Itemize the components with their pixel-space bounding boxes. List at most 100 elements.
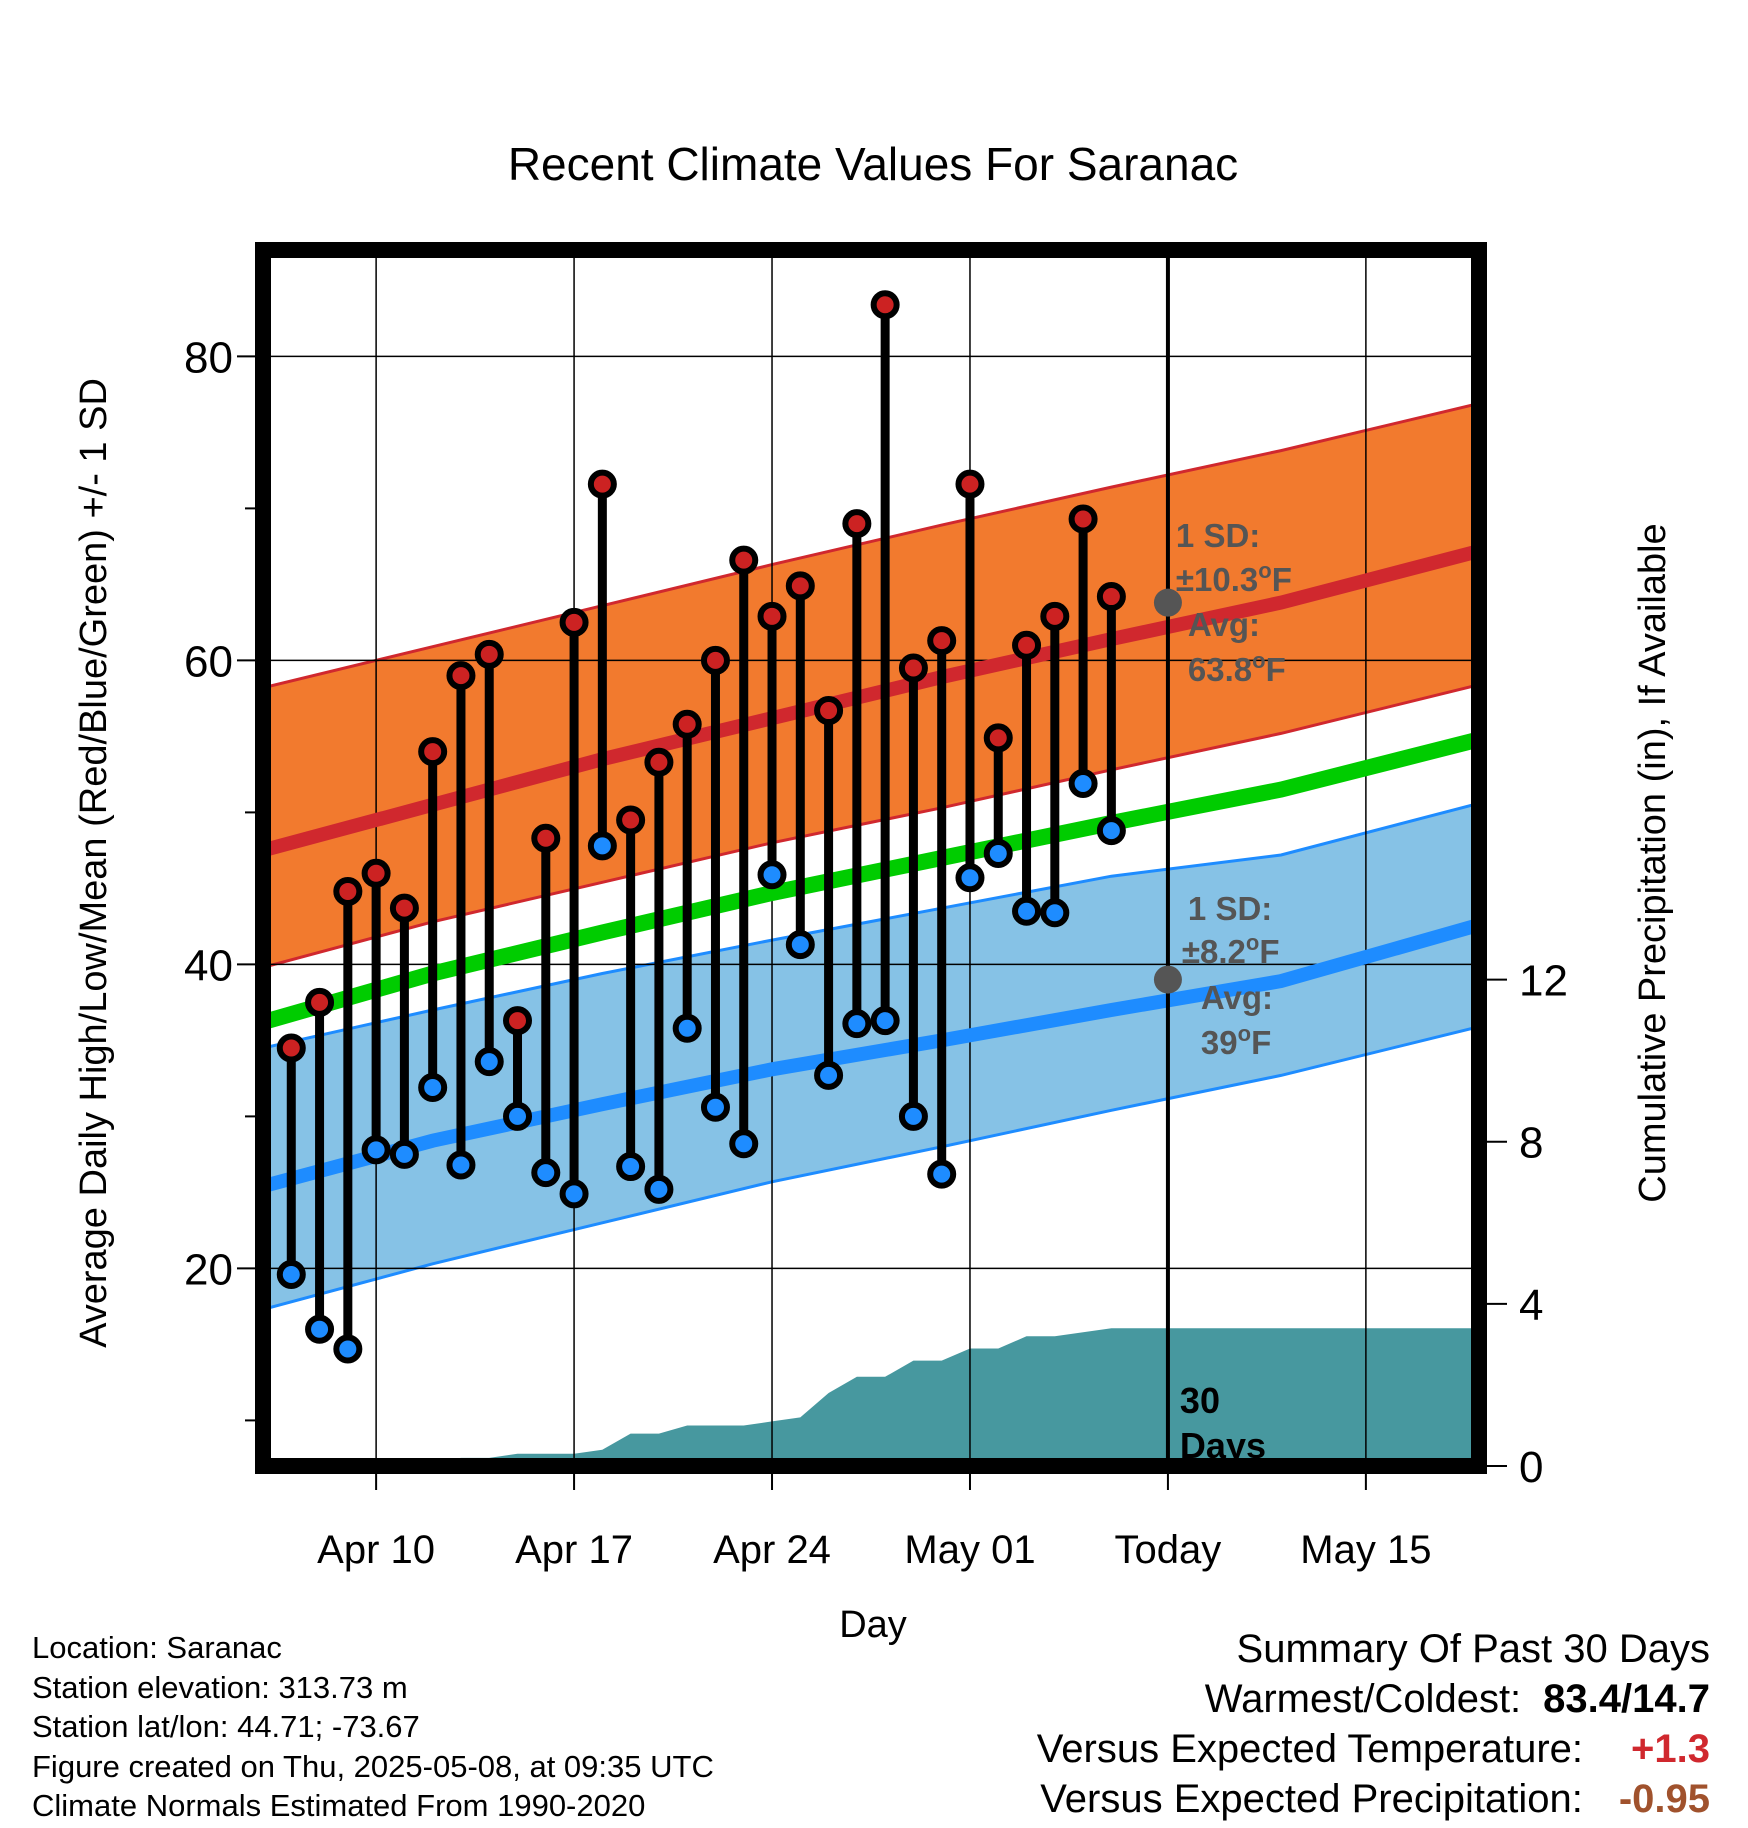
high-point — [305, 987, 335, 1017]
precip-value: -0.95 — [1618, 1777, 1710, 1821]
high-point — [672, 709, 702, 739]
y-tick-label: 40 — [184, 941, 233, 990]
precip-label: Versus Expected Precipitation: — [1040, 1777, 1583, 1821]
low-lower-edge — [263, 1025, 1479, 1311]
x-tick-label: May 15 — [1300, 1528, 1431, 1572]
temp-label: Versus Expected Temperature: — [1036, 1727, 1584, 1771]
high-point — [700, 645, 730, 675]
high-point — [616, 805, 646, 835]
low-point — [361, 1135, 391, 1165]
low-point — [870, 1006, 900, 1036]
low-point — [955, 863, 985, 893]
high-point — [1068, 504, 1098, 534]
x-tick-label: May 01 — [904, 1528, 1035, 1572]
warm-cold-label: Warmest/Coldest: — [1204, 1677, 1522, 1721]
low-point — [333, 1334, 363, 1364]
high-sd-value: ±10.3oF — [1176, 558, 1292, 598]
normals-text: Climate Normals Estimated From 1990-2020 — [32, 1788, 646, 1823]
created-text: Figure created on Thu, 2025-05-08, at 09… — [32, 1748, 714, 1784]
plot-frame — [255, 242, 1487, 1474]
high-point — [983, 723, 1013, 753]
latlon-text: Station lat/lon: 44.71; -73.67 — [32, 1709, 420, 1744]
high-point — [361, 858, 391, 888]
low-point — [305, 1314, 335, 1344]
high-point — [446, 661, 476, 691]
summary-warm-cold: Warmest/Coldest: 83.4/14.7 — [1037, 1674, 1710, 1724]
low-point — [276, 1259, 306, 1289]
x-tick-label: Today — [1115, 1528, 1222, 1572]
high-point — [757, 601, 787, 631]
y-tick-label: 20 — [184, 1245, 233, 1294]
high-point — [389, 893, 419, 923]
high-avg-marker — [1153, 588, 1182, 617]
low-point — [587, 831, 617, 861]
high-point — [531, 823, 561, 853]
low-point — [559, 1179, 589, 1209]
high-point — [814, 696, 844, 726]
low-avg-label: Avg: — [1201, 979, 1273, 1016]
low-point — [1096, 816, 1126, 846]
high-point — [842, 509, 872, 539]
y-tick-label: 80 — [184, 333, 233, 382]
high-point — [955, 469, 985, 499]
low-avg-marker — [1153, 965, 1182, 994]
low-point — [983, 838, 1013, 868]
low-point — [418, 1073, 448, 1103]
high-point — [559, 607, 589, 637]
low-point — [842, 1009, 872, 1039]
high-point — [785, 571, 815, 601]
high-point — [474, 639, 504, 669]
low-point — [1012, 896, 1042, 926]
low-sd-label: 1 SD: — [1188, 890, 1272, 927]
low-point — [531, 1158, 561, 1188]
low-point — [898, 1101, 928, 1131]
low-sd-value: ±8.2oF — [1182, 930, 1280, 970]
high-point — [729, 545, 759, 575]
low-point — [785, 930, 815, 960]
low-point — [814, 1060, 844, 1090]
low-point — [389, 1139, 419, 1169]
low-point — [700, 1092, 730, 1122]
low-point — [503, 1101, 533, 1131]
precipitation-area — [263, 1328, 1479, 1466]
high-sd-label: 1 SD: — [1176, 517, 1260, 554]
station-info: Location: Saranac Station elevation: 313… — [32, 1628, 714, 1826]
high-point — [870, 290, 900, 320]
temp-value: +1.3 — [1631, 1727, 1710, 1771]
warm-cold-value: 83.4/14.7 — [1543, 1677, 1710, 1721]
low-point — [1040, 898, 1070, 928]
high-point — [1040, 601, 1070, 631]
today-days-label: 30 — [1180, 1380, 1220, 1421]
x-axis-label: Day — [839, 1604, 907, 1646]
low-point — [927, 1159, 957, 1189]
high-point — [587, 469, 617, 499]
high-point — [333, 876, 363, 906]
high-point — [1096, 582, 1126, 612]
y2-tick-label: 4 — [1519, 1281, 1543, 1330]
y2-axis-label: Cumulative Precipitation (in), If Availa… — [1632, 523, 1674, 1202]
low-point — [644, 1174, 674, 1204]
high-point — [1012, 630, 1042, 660]
x-tick-label: Apr 10 — [317, 1528, 435, 1572]
summary-precip: Versus Expected Precipitation: -0.95 — [1037, 1774, 1710, 1824]
high-point — [644, 747, 674, 777]
high-point — [927, 626, 957, 656]
elevation-text: Station elevation: 313.73 m — [32, 1669, 408, 1705]
y-axis-label: Average Daily High/Low/Mean (Red/Blue/Gr… — [73, 378, 115, 1348]
low-point — [729, 1129, 759, 1159]
x-tick-label: Apr 24 — [713, 1528, 831, 1572]
summary-title: Summary Of Past 30 Days — [1236, 1627, 1710, 1671]
low-point — [474, 1047, 504, 1077]
high-point — [503, 1006, 533, 1036]
high-avg-value: 63.8oF — [1188, 648, 1286, 688]
high-point — [898, 653, 928, 683]
high-avg-label: Avg: — [1188, 606, 1260, 643]
summary-temp: Versus Expected Temperature: +1.3 — [1037, 1724, 1710, 1774]
low-point — [446, 1150, 476, 1180]
plot-inner — [263, 250, 1479, 1466]
low-point — [1068, 769, 1098, 799]
y2-tick-label: 0 — [1519, 1443, 1543, 1492]
x-tick-label: Apr 17 — [515, 1528, 633, 1572]
y-tick-label: 60 — [184, 637, 233, 686]
